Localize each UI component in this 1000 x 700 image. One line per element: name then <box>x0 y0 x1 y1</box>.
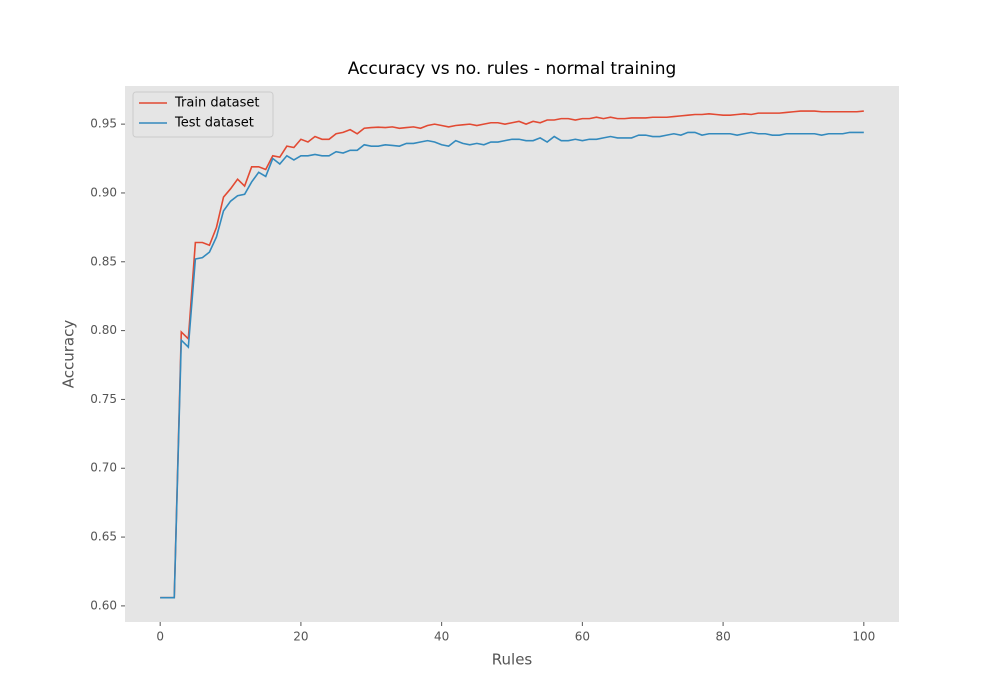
y-tick-label: 0.80 <box>90 323 117 337</box>
legend-label: Test dataset <box>174 116 254 131</box>
plot-area <box>125 86 899 622</box>
x-tick-label: 100 <box>852 630 875 644</box>
x-tick-label: 60 <box>575 630 590 644</box>
data-line <box>160 110 864 599</box>
x-tick-label: 0 <box>156 630 164 644</box>
chart-title: Accuracy vs no. rules - normal training <box>348 59 677 79</box>
data-line <box>160 131 864 599</box>
y-tick-label: 0.75 <box>90 392 117 406</box>
y-axis-label: Accuracy <box>60 320 78 389</box>
y-tick-label: 0.70 <box>90 461 117 475</box>
x-axis-label: Rules <box>492 651 533 669</box>
y-tick-label: 0.90 <box>90 185 117 199</box>
legend-box <box>132 91 274 138</box>
x-tick-label: 80 <box>715 630 730 644</box>
y-tick-label: 0.85 <box>90 254 117 268</box>
x-tick-label: 40 <box>434 630 449 644</box>
x-tick-label: 20 <box>293 630 308 644</box>
legend-label: Train dataset <box>174 96 259 111</box>
y-tick-label: 0.65 <box>90 530 117 544</box>
y-tick-label: 0.95 <box>90 117 117 131</box>
y-tick-label: 0.60 <box>90 598 117 612</box>
